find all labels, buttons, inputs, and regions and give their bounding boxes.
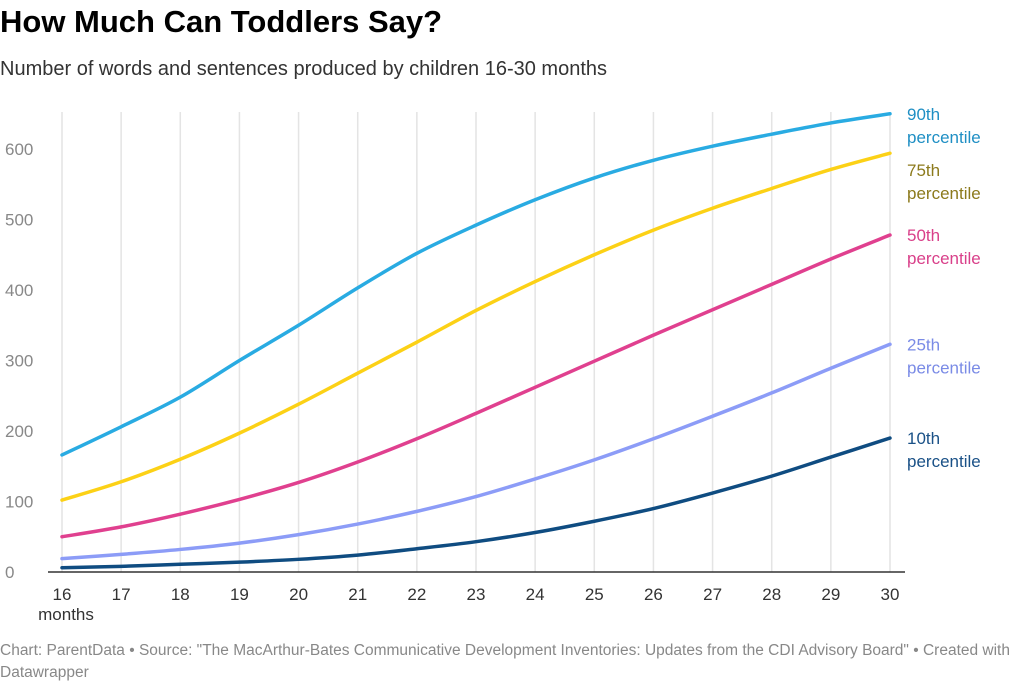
x-tick-label: 29 [821, 585, 840, 604]
x-tick-label: 24 [526, 585, 545, 604]
x-tick-label: 21 [348, 585, 367, 604]
series-label-sub: percentile [907, 184, 981, 203]
series-label-10th: 10th [907, 429, 940, 448]
series-label-sub: percentile [907, 358, 981, 377]
x-tick-label: 20 [289, 585, 308, 604]
y-tick-label: 500 [5, 211, 33, 230]
x-tick-label: 22 [407, 585, 426, 604]
x-tick-label: 17 [112, 585, 131, 604]
y-tick-label: 600 [5, 140, 33, 159]
series-line-90th [60, 112, 892, 457]
series-label-50th: 50th [907, 226, 940, 245]
chart-title: How Much Can Toddlers Say? [0, 4, 443, 39]
x-unit-label: months [38, 605, 94, 624]
x-tick-label: 16 [53, 585, 72, 604]
x-tick-label: 19 [230, 585, 249, 604]
y-tick-label: 300 [5, 352, 33, 371]
x-tick-label: 30 [881, 585, 900, 604]
series-line-10th [60, 436, 892, 570]
series-label-90th: 90th [907, 105, 940, 124]
y-tick-label: 100 [5, 493, 33, 512]
x-tick-label: 26 [644, 585, 663, 604]
series-label-75th: 75th [907, 161, 940, 180]
x-tick-label: 18 [171, 585, 190, 604]
series-label-sub: percentile [907, 128, 981, 147]
series-label-sub: percentile [907, 452, 981, 471]
chart-footer: Chart: ParentData • Source: "The MacArth… [0, 642, 1010, 681]
chart-subtitle: Number of words and sentences produced b… [0, 58, 608, 80]
y-tick-label: 200 [5, 422, 33, 441]
y-tick-label: 0 [5, 563, 14, 582]
x-tick-label: 27 [703, 585, 722, 604]
x-tick-label: 23 [467, 585, 486, 604]
series-label-25th: 25th [907, 335, 940, 354]
series-line-75th [60, 151, 892, 502]
x-tick-label: 25 [585, 585, 604, 604]
y-tick-label: 400 [5, 281, 33, 300]
series-line-25th [60, 342, 892, 561]
x-tick-label: 28 [762, 585, 781, 604]
series-label-sub: percentile [907, 249, 981, 268]
series-line-50th [60, 233, 892, 539]
